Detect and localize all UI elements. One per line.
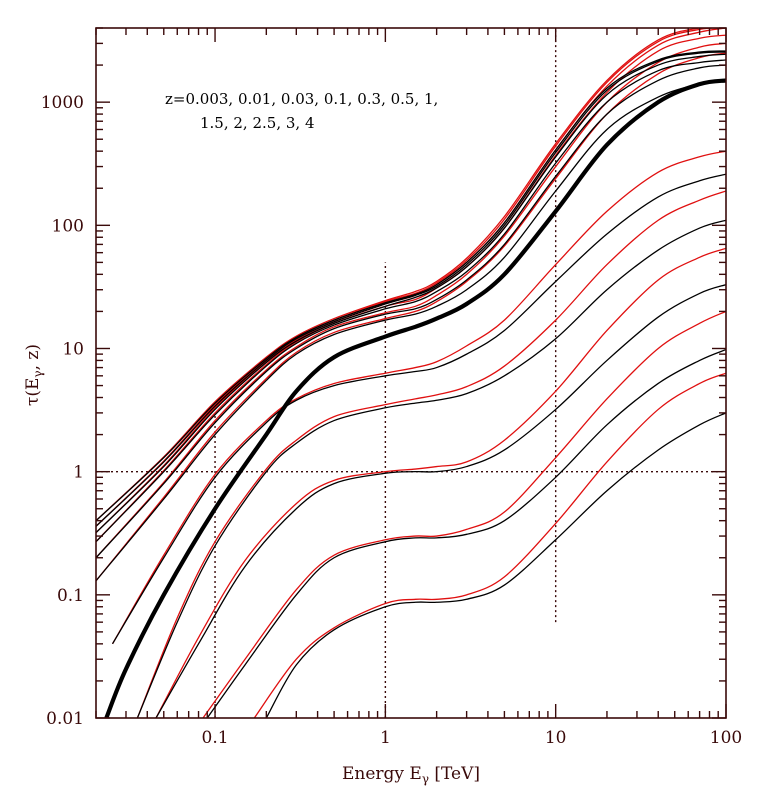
series-black-z-2 [96,59,726,543]
x-tick-label: 1 [380,728,391,748]
series-black-z-0.5 [104,78,726,718]
series-black-z-1.5 [96,64,726,559]
y-tick-label: 100 [52,216,84,236]
annotation-line-2: 1.5, 2, 2.5, 3, 4 [200,114,315,132]
series-black-z-3 [96,51,726,527]
annotation-line-1: z=0.003, 0.01, 0.03, 0.1, 0.3, 0.5, 1, [165,90,438,108]
series-black-z-0.3 [111,173,726,645]
series-black-z-0.03 [155,284,726,718]
series-red-z-1.5 [96,42,726,559]
tick-labels: 0.1 1 10 100 0.01 0.1 1 10 100 1000 [41,93,742,748]
y-tick-label: 1 [73,463,84,483]
y-axis-title: τ(Eγ, z) [23,344,45,406]
series-red-z-0.01 [202,310,726,718]
series-black-z-2.5 [96,53,726,534]
x-axis-title-main: Energy E [342,764,422,784]
y-tick-label: 0.01 [46,709,84,729]
series-black-z-1 [96,79,726,582]
series-red-z-0.03 [155,247,726,718]
series-red-z-0.1 [136,190,726,718]
x-tick-label: 10 [545,728,567,748]
y-axis-title-main: τ(E [23,378,43,406]
x-axis-title-unit: [TeV] [429,764,480,784]
x-axis-title-sub: γ [422,772,429,786]
x-tick-label: 100 [710,728,742,748]
series-red-z-3 [96,28,726,527]
y-tick-label: 10 [62,339,84,359]
series-red-z-0.003 [253,372,726,718]
x-tick-label: 0.1 [202,728,229,748]
y-tick-label: 1000 [41,93,84,113]
series-black-z-0.01 [206,348,726,718]
series-layer [96,28,726,718]
y-axis-title-sub: γ [31,370,45,377]
series-red-z-1 [96,52,726,582]
series-black-z-0.1 [136,219,726,718]
series-black-z-4 [96,50,726,522]
axes [95,27,727,719]
series-black-z-0.003 [265,412,726,718]
series-red-z-0.3 [111,150,726,645]
y-tick-label: 0.1 [57,586,84,606]
plot-frame [95,27,727,719]
series-red-z-4 [96,28,726,522]
x-axis-title: Energy Eγ [TeV] [342,764,480,786]
y-axis-title-tail: , z) [23,344,43,370]
